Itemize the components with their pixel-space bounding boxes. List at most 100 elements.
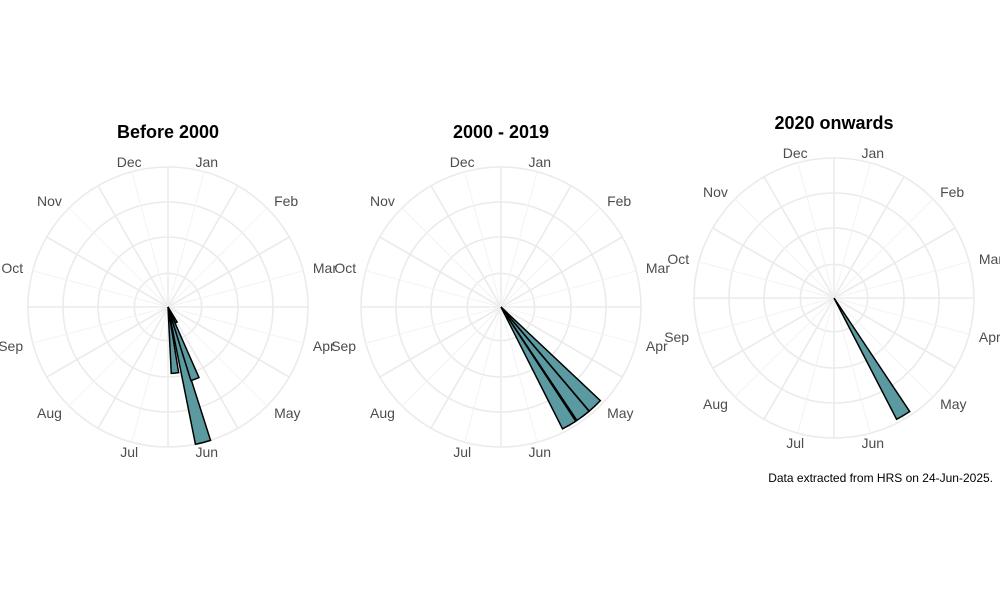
- grid-spoke: [500, 207, 601, 308]
- month-labels: Jan Feb Mar Apr May Jun Jul Aug Sep Oct Nov Dec: [0, 154, 337, 460]
- bar-jun: [167, 306, 200, 382]
- month-label-nov: Nov: [703, 184, 728, 200]
- grid-spoke: [833, 297, 871, 434]
- grid-spoke: [97, 306, 169, 429]
- bar-series: [167, 306, 212, 446]
- grid-spoke: [734, 297, 835, 398]
- grid-spoke: [401, 207, 502, 308]
- grid-spoke: [833, 297, 934, 398]
- month-label-may: May: [607, 405, 633, 421]
- grid-spoke: [833, 198, 934, 299]
- grid-spoke: [379, 306, 502, 378]
- grid-spoke: [68, 207, 169, 308]
- grid-spoke: [500, 270, 637, 308]
- grid-spoke: [500, 236, 623, 308]
- grid-spoke: [833, 162, 871, 299]
- grid-spoke: [500, 171, 538, 308]
- month-label-oct: Oct: [1, 260, 23, 276]
- grid-spoke: [500, 306, 538, 443]
- grid-spoke: [167, 306, 268, 407]
- grid-spoke: [32, 306, 169, 344]
- month-label-jan: Jan: [529, 154, 552, 170]
- grid-spoke: [763, 176, 835, 299]
- month-label-jul: Jul: [786, 435, 804, 451]
- grid-spoke: [379, 236, 502, 308]
- month-label-apr: Apr: [979, 329, 1000, 345]
- grid-spoke: [365, 270, 502, 308]
- grid-spoke: [167, 207, 268, 308]
- month-label-jun: Jun: [862, 435, 885, 451]
- bar-jun: [500, 306, 591, 422]
- grid-spoke: [167, 236, 290, 308]
- panel-title: 2020 onwards: [774, 113, 893, 133]
- month-label-jul: Jul: [120, 444, 138, 460]
- grid-spoke: [500, 185, 572, 308]
- panel-before-2000: Before 2000 Jan Feb Mar Apr May Jun Jul Aug Sep O…: [0, 122, 337, 460]
- polar-grid: [360, 166, 642, 448]
- month-label-dec: Dec: [783, 145, 808, 161]
- grid-spoke: [763, 297, 835, 420]
- month-label-nov: Nov: [370, 193, 395, 209]
- month-label-mar: Mar: [979, 251, 1000, 267]
- month-label-mar: Mar: [313, 260, 337, 276]
- grid-spoke: [712, 227, 835, 299]
- month-label-jun: Jun: [529, 444, 552, 460]
- month-label-jan: Jan: [862, 145, 885, 161]
- grid-spoke: [167, 306, 290, 378]
- bar-may: [500, 306, 602, 413]
- grid-spoke: [131, 306, 169, 443]
- month-label-dec: Dec: [117, 154, 142, 170]
- grid-spoke: [131, 171, 169, 308]
- grid-spoke: [833, 261, 970, 299]
- grid-spoke: [430, 306, 502, 429]
- grid-spoke: [167, 171, 205, 308]
- month-label-dec: Dec: [450, 154, 475, 170]
- month-label-sep: Sep: [0, 338, 23, 354]
- grid-spoke: [833, 297, 970, 335]
- month-label-may: May: [274, 405, 300, 421]
- month-label-mar: Mar: [646, 260, 670, 276]
- month-label-nov: Nov: [37, 193, 62, 209]
- month-label-oct: Oct: [667, 251, 689, 267]
- grid-spoke: [698, 297, 835, 335]
- grid-spoke: [365, 306, 502, 344]
- bar-series: [833, 297, 911, 421]
- grid-spoke: [833, 176, 905, 299]
- grid-spoke: [430, 185, 502, 308]
- month-label-may: May: [940, 396, 966, 412]
- month-label-jul: Jul: [453, 444, 471, 460]
- grid-spoke: [833, 297, 956, 369]
- bar-jun: [500, 306, 577, 430]
- grid-spoke: [46, 306, 169, 378]
- month-label-sep: Sep: [664, 329, 689, 345]
- bar-jul: [167, 306, 180, 375]
- grid-spoke: [167, 270, 304, 308]
- grid-spoke: [167, 306, 239, 429]
- panel-2020-onwards: 2020 onwards Jan Feb Mar Apr May Jun Jul Aug Sep…: [664, 113, 1000, 451]
- bar-jun: [167, 306, 179, 324]
- grid-spoke: [167, 306, 304, 344]
- bar-series: [500, 306, 602, 430]
- month-label-jun: Jun: [196, 444, 219, 460]
- month-labels: Jan Feb Mar Apr May Jun Jul Aug Sep Oct Nov Dec: [331, 154, 670, 460]
- bar-jun: [833, 297, 911, 421]
- polar-grid: [27, 166, 309, 448]
- grid-spoke: [46, 236, 169, 308]
- grid-spoke: [401, 306, 502, 407]
- grid-spoke: [833, 227, 956, 299]
- panel-title: 2000 - 2019: [453, 122, 549, 142]
- grid-spoke: [500, 306, 637, 344]
- month-label-oct: Oct: [334, 260, 356, 276]
- panel-title: Before 2000: [117, 122, 219, 142]
- month-label-aug: Aug: [370, 405, 395, 421]
- month-label-feb: Feb: [940, 184, 964, 200]
- data-source-caption: Data extracted from HRS on 24-Jun-2025.: [768, 471, 993, 485]
- grid-spoke: [712, 297, 835, 369]
- month-label-aug: Aug: [37, 405, 62, 421]
- grid-spoke: [464, 306, 502, 443]
- month-label-aug: Aug: [703, 396, 728, 412]
- grid-spoke: [97, 185, 169, 308]
- grid-spoke: [797, 297, 835, 434]
- grid-spoke: [167, 185, 239, 308]
